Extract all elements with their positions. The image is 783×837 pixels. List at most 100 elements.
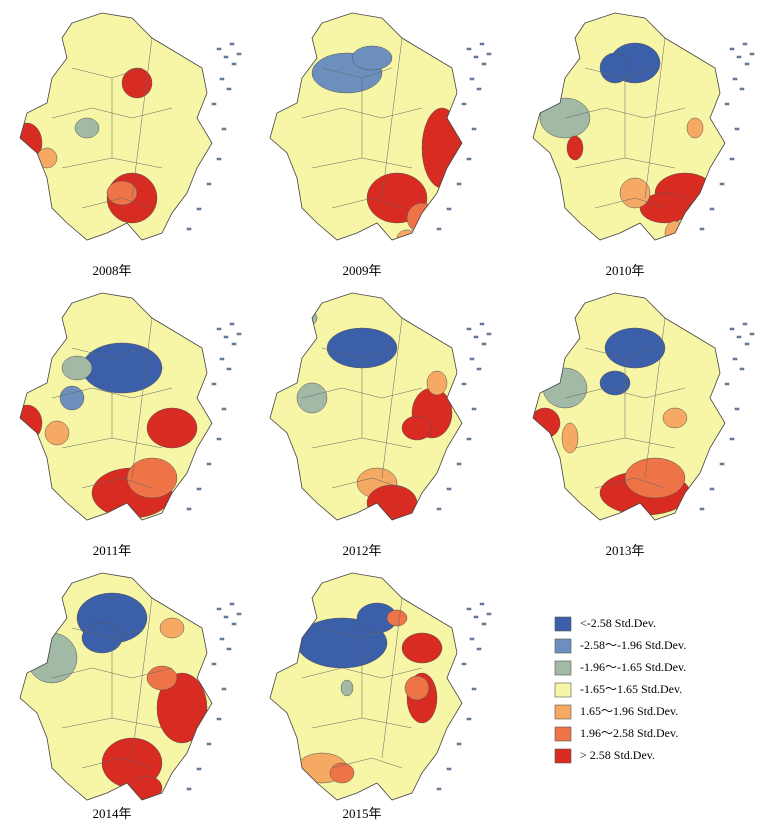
island [211,662,217,666]
island [729,327,735,331]
region [561,422,579,454]
island [216,437,222,441]
island [461,382,467,386]
county-borders [564,317,686,489]
island [216,607,222,611]
region [81,622,123,654]
map-panel [269,292,492,521]
island [732,77,738,81]
island [446,767,452,771]
region [329,762,355,784]
region [61,355,93,381]
outline [269,12,463,241]
region [146,665,178,691]
region [36,147,58,169]
region [599,52,631,84]
legend-swatch [554,638,572,654]
county-borders [301,597,423,769]
region [686,117,704,139]
island [481,62,487,66]
island [446,487,452,491]
island [739,87,745,91]
island [744,62,750,66]
region [126,457,178,499]
outline [19,292,213,521]
island [486,52,492,56]
island [229,602,235,606]
region [396,229,418,240]
legend-swatch [554,704,572,720]
legend-label: -1.96～-1.65 Std.Dev. [580,660,686,674]
island [456,462,462,466]
region [662,407,688,429]
island [734,127,740,131]
caption: 2015年 [342,806,381,821]
legend-swatch [554,726,572,742]
region [386,609,408,627]
island [729,157,735,161]
island [221,127,227,131]
region [366,484,418,520]
region [121,67,153,99]
outline [269,572,463,801]
legend-label: 1.65～1.96 Std.Dev. [580,704,678,718]
legend-label: -1.65～1.65 Std.Dev. [580,682,682,696]
island [729,437,735,441]
legend-swatch [554,616,572,632]
region [406,202,438,234]
island [486,332,492,336]
region [401,584,423,602]
map-panel [19,292,242,521]
legend-swatch [554,748,572,764]
island [724,102,730,106]
island [476,87,482,91]
regions [296,584,443,784]
island [186,507,192,511]
county-borders [564,37,686,209]
island [481,342,487,346]
island [481,622,487,626]
island [446,207,452,211]
island [236,332,242,336]
island [736,335,742,339]
island [456,182,462,186]
island [229,42,235,46]
map-panel [532,12,755,241]
caption: 2009年 [342,263,381,278]
island [211,102,217,106]
island [226,367,232,371]
island [732,357,738,361]
island [216,157,222,161]
island [219,77,225,81]
region [604,327,666,369]
island [473,55,479,59]
region [159,617,185,639]
island [699,227,705,231]
island [729,47,735,51]
island [476,647,482,651]
island [461,662,467,666]
region [296,382,328,414]
province [270,293,462,520]
island [186,787,192,791]
map-panel [269,572,492,801]
island [466,47,472,51]
island [216,717,222,721]
island [466,327,472,331]
island [699,507,705,511]
island [466,607,472,611]
island [231,622,237,626]
island [471,127,477,131]
island [461,102,467,106]
island [236,612,242,616]
island [473,335,479,339]
island [719,182,725,186]
island [719,462,725,466]
island [469,637,475,641]
island [226,87,232,91]
region [81,342,163,394]
legend-label: -2.58～-1.96 Std.Dev. [580,638,686,652]
island [734,407,740,411]
island [221,687,227,691]
island [223,55,229,59]
